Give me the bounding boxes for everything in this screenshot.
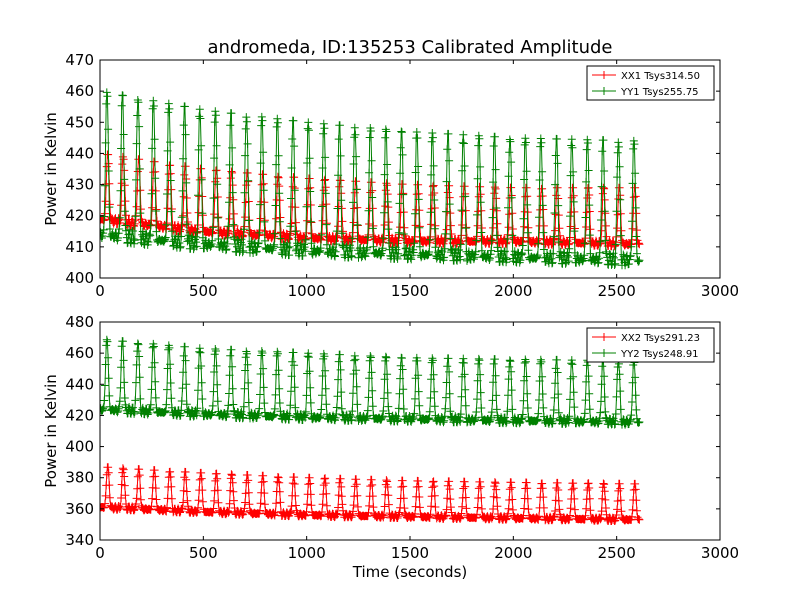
- series-markers: [100, 335, 644, 429]
- y-tick-label: 340: [65, 531, 94, 549]
- x-tick-label: 2500: [598, 544, 636, 562]
- series-markers: [100, 463, 644, 525]
- x-tick-label: 0: [95, 282, 105, 300]
- x-tick-label: 1500: [391, 544, 429, 562]
- y-tick-label: 440: [65, 144, 94, 162]
- x-tick-label: 0: [95, 544, 105, 562]
- x-tick-label: 2500: [598, 282, 636, 300]
- legend-box: [586, 65, 715, 101]
- top-panel: 0 500 1000 1500 2000 2500 3000 400 410 420 430 440 4…: [42, 51, 739, 300]
- y-tick-label: 460: [65, 82, 94, 100]
- series-yy2: [100, 335, 644, 429]
- y-tick-label: 430: [65, 176, 94, 194]
- x-tick-label: 1500: [391, 282, 429, 300]
- y-tick-label: 450: [65, 113, 94, 131]
- y-axis-label: Power in Kelvin: [42, 112, 60, 226]
- legend-label: XX1 Tsys314.50: [621, 71, 700, 82]
- legend-swatch-marker: [600, 87, 608, 95]
- legend: XX2 Tsys291.23 YY2 Tsys248.91: [586, 327, 715, 363]
- y-tick-label: 410: [65, 238, 94, 256]
- y-tick-label: 470: [65, 51, 94, 69]
- y-tick-label: 420: [65, 406, 94, 424]
- legend-label: XX2 Tsys291.23: [621, 333, 700, 344]
- x-tick-label: 3000: [701, 282, 739, 300]
- x-tick-label: 1000: [288, 282, 326, 300]
- y-tick-label: 440: [65, 375, 94, 393]
- x-tick-label: 500: [189, 544, 218, 562]
- y-tick-label: 400: [65, 269, 94, 287]
- bottom-panel: 0 500 1000 1500 2000 2500 3000 340 360 380 400 420 4…: [42, 313, 739, 581]
- plot-series-group: [100, 88, 644, 270]
- y-axis-label: Power in Kelvin: [42, 374, 60, 488]
- y-tick-label: 460: [65, 344, 94, 362]
- y-tick-label: 360: [65, 500, 94, 518]
- x-tick-label: 500: [189, 282, 218, 300]
- x-axis-label: Time (seconds): [352, 563, 468, 581]
- legend-label: YY1 Tsys255.75: [620, 87, 699, 98]
- y-tick-label: 420: [65, 207, 94, 225]
- legend: XX1 Tsys314.50 YY1 Tsys255.75: [586, 65, 715, 101]
- y-tick-label: 380: [65, 469, 94, 487]
- x-tick-label: 2000: [494, 282, 532, 300]
- chart-title: andromeda, ID:135253 Calibrated Amplitud…: [207, 37, 612, 58]
- series-xx2: [100, 463, 644, 525]
- series-yy1: [100, 88, 644, 270]
- y-tick-label: 400: [65, 438, 94, 456]
- x-tick-label: 1000: [288, 544, 326, 562]
- legend-box: [586, 327, 715, 363]
- x-tick-label: 3000: [701, 544, 739, 562]
- legend-label: YY2 Tsys248.91: [620, 349, 699, 360]
- legend-swatch-marker: [600, 333, 608, 341]
- series-markers: [100, 88, 644, 270]
- y-tick-label: 480: [65, 313, 94, 331]
- legend-swatch-marker: [600, 71, 608, 79]
- legend-swatch-marker: [600, 349, 608, 357]
- plot-series-group: [100, 335, 644, 525]
- x-tick-label: 2000: [494, 544, 532, 562]
